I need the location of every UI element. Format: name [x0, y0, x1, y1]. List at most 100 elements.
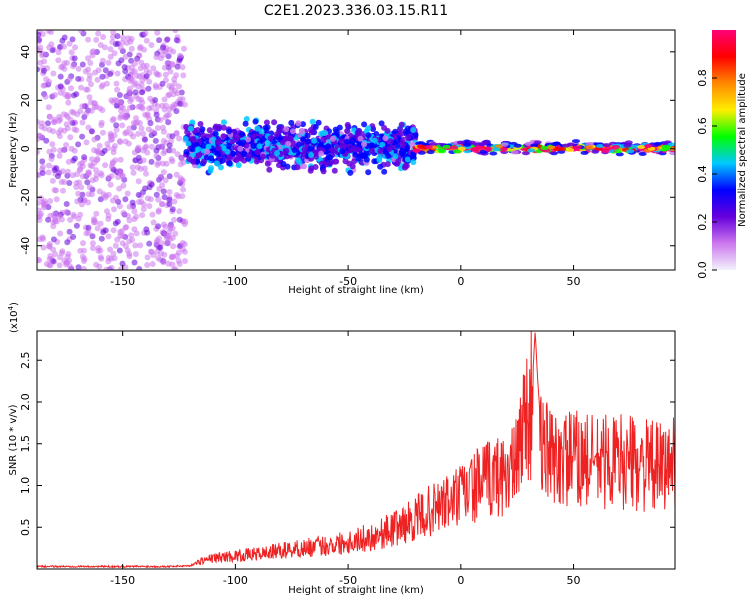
spectrogram-cell	[294, 164, 301, 171]
spectrogram-cell	[56, 262, 63, 269]
spectrogram-cell	[145, 126, 152, 133]
spectrogram-cell	[127, 98, 134, 105]
spectrogram-cell	[93, 172, 100, 179]
spectrogram-cell	[140, 157, 147, 164]
spectrogram-cell	[615, 152, 624, 157]
spectrogram-cell	[159, 182, 166, 189]
spectrogram-cell	[205, 143, 212, 150]
spectrogram-cell	[99, 57, 106, 64]
spectrogram-cell	[339, 148, 346, 155]
spectrogram-cell	[73, 180, 80, 186]
spectrogram-cell	[65, 168, 71, 175]
spectrogram-cell	[39, 31, 46, 37]
spectrogram-cell	[301, 163, 307, 170]
spectrogram-cell	[312, 124, 319, 130]
spectrogram-cell	[402, 162, 409, 169]
spectrogram-cell	[97, 254, 104, 261]
spectrogram-cell	[499, 146, 508, 151]
spectrogram-cell	[132, 89, 139, 96]
spectrogram-cell	[135, 144, 142, 151]
spectrogram-cell	[169, 133, 176, 140]
spectrogram-cell	[158, 143, 165, 150]
spectrogram-cell	[56, 152, 63, 159]
spectrogram-cell	[135, 130, 142, 137]
spectrogram-cell	[122, 130, 129, 137]
spectrogram-cell	[180, 72, 187, 79]
spectrogram-cell	[94, 148, 100, 155]
spectrogram-cell	[90, 219, 97, 226]
spectrogram-cell	[596, 144, 605, 148]
spectrogram-cell	[110, 149, 117, 156]
spectrogram-cell	[113, 126, 120, 133]
spectrogram-cell	[484, 147, 493, 152]
spectrogram-panel: -150 -100 -50 0 50 -40 -20 0 20 40 Height of str…	[8, 29, 676, 296]
spectrogram-cell	[181, 241, 188, 248]
spectrogram-cell	[109, 117, 116, 124]
spectrogram-cell	[73, 222, 80, 229]
spectrogram-cell	[547, 145, 556, 150]
spectrogram-cell	[59, 37, 66, 44]
spectrogram-cell	[489, 151, 498, 156]
spectrogram-cell	[397, 126, 403, 133]
spectrogram-cell	[417, 144, 426, 149]
spectrogram-cell	[135, 96, 142, 102]
spectrogram-cell	[116, 92, 123, 98]
spectrogram-cell	[98, 235, 105, 242]
spectrogram-cell	[138, 104, 145, 111]
spectrogram-cell	[264, 140, 271, 147]
spectrogram-cell	[155, 196, 162, 203]
spectrogram-frame	[36, 29, 676, 271]
spectrogram-cell	[101, 147, 108, 154]
spectrogram-cell	[339, 138, 346, 145]
spectrogram-cell	[161, 251, 168, 258]
spectrogram-cell	[135, 178, 142, 185]
spectrogram-cell	[103, 80, 110, 87]
x-tick-label: -150	[110, 574, 135, 587]
spectrogram-cell	[173, 72, 180, 79]
spectrogram-cell	[72, 44, 79, 51]
spectrogram-cell	[99, 129, 106, 136]
spectrogram-cell	[166, 173, 173, 180]
spectrogram-cell	[71, 55, 78, 62]
spectrogram-cell	[138, 125, 145, 132]
spectrogram-cell	[342, 158, 349, 165]
spectrogram-cell	[173, 252, 180, 259]
spectrogram-cell	[176, 57, 183, 63]
spectrogram-cell	[119, 260, 126, 267]
spectrogram-cell	[79, 253, 86, 260]
spectrogram-cell	[105, 59, 112, 66]
spectrogram-cell	[392, 128, 399, 135]
spectrogram-cell	[166, 196, 173, 203]
spectrogram-cell	[148, 42, 155, 48]
spectrogram-cell	[229, 138, 236, 145]
spectrogram-cell	[134, 55, 141, 62]
spectrogram-cell	[208, 155, 215, 162]
spectrogram-cell	[250, 143, 257, 149]
spectrogram-cell	[85, 229, 92, 236]
colorbar-tick-label: 0.0	[696, 261, 709, 279]
spectrogram-cell	[308, 129, 315, 136]
spectrogram-cell	[320, 168, 327, 175]
spectrogram-cell	[104, 208, 110, 215]
spectrogram-cell	[295, 120, 302, 127]
spectrogram-cell	[168, 156, 175, 163]
spectrogram-cell	[173, 171, 180, 178]
spectrogram-cell	[602, 143, 611, 148]
spectrogram-cell	[661, 144, 670, 149]
spectrogram-cell	[457, 140, 465, 145]
spectrogram-cell	[371, 158, 378, 165]
spectrogram-cell	[37, 217, 43, 223]
spectrogram-cell	[89, 245, 96, 252]
spectrogram-cell	[57, 73, 64, 80]
spectrogram-cell	[47, 198, 54, 204]
spectrogram-cell	[157, 173, 164, 180]
spectrogram-cell	[238, 141, 244, 148]
spectrogram-cell	[114, 236, 121, 243]
spectrogram-x-axis: -150 -100 -50 0 50	[110, 30, 581, 288]
spectrogram-cell	[300, 136, 306, 143]
spectrogram-cell	[46, 78, 53, 85]
spectrogram-cell	[197, 121, 204, 127]
spectrogram-cell	[276, 162, 282, 169]
spectrogram-cell	[95, 30, 102, 37]
spectrogram-cell	[128, 45, 135, 52]
